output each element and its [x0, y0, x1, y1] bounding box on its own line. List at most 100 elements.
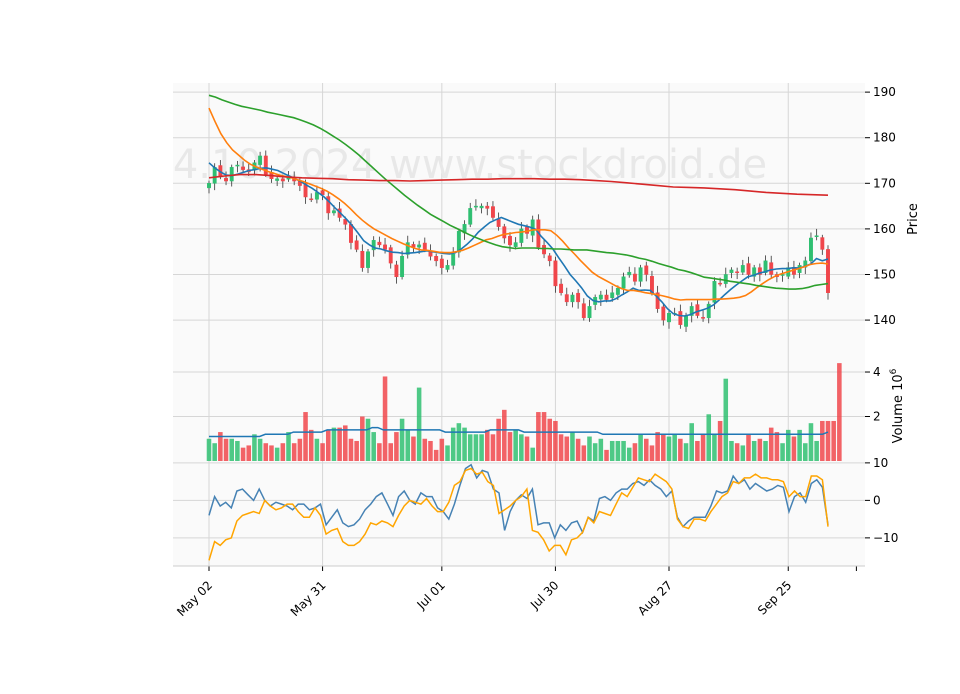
candle-body — [439, 258, 444, 268]
volume-bar — [621, 440, 626, 461]
candle-body — [723, 274, 728, 284]
moving-average-line — [208, 94, 829, 290]
volume-bar — [280, 443, 286, 461]
candle-body — [752, 267, 757, 277]
volume-bar — [831, 420, 836, 461]
candle-body — [309, 198, 314, 201]
candle-body — [701, 317, 706, 319]
x-tick-label: Sep 25 — [755, 578, 794, 617]
oscillator-panel — [208, 463, 829, 561]
volume-bar — [655, 432, 660, 461]
candle-body — [621, 276, 626, 289]
candle-body — [468, 208, 473, 225]
candle-body — [763, 260, 768, 273]
candle-body — [490, 206, 495, 218]
candle-body — [615, 287, 620, 295]
volume-bar — [785, 429, 791, 461]
candle-body — [712, 281, 717, 303]
candle-body — [780, 274, 785, 276]
volume-bar — [433, 449, 439, 461]
volume-bar — [706, 414, 712, 461]
volume-bar — [797, 429, 802, 461]
volume-bar — [524, 436, 530, 461]
candle-body — [814, 235, 819, 237]
volume-bar — [644, 438, 649, 461]
moving-average-line — [208, 107, 829, 301]
price-y-tick-label: 150 — [873, 267, 896, 281]
candle-body — [638, 267, 643, 282]
volume-bar — [223, 438, 229, 461]
volume-bar — [325, 429, 331, 461]
candle-body — [275, 178, 280, 181]
candle-body — [667, 312, 671, 323]
candle-body — [746, 263, 751, 275]
candle-body — [207, 183, 211, 189]
volume-bar — [729, 440, 734, 461]
candle-body — [343, 219, 348, 225]
volume-y-tick-label: 4 — [873, 365, 881, 379]
candle-body — [769, 262, 774, 275]
volume-bar — [598, 438, 604, 461]
volume-panel — [206, 363, 842, 461]
volume-bar — [723, 378, 729, 461]
volume-bar — [496, 418, 501, 461]
oscillator-line — [208, 467, 829, 561]
candle-body — [235, 164, 240, 167]
candle-body — [417, 244, 422, 248]
volume-bar — [274, 447, 280, 461]
candle-body — [360, 250, 365, 268]
candle-body — [587, 306, 592, 319]
volume-bar — [416, 387, 422, 461]
volume-bar — [774, 432, 780, 461]
candle-body — [684, 315, 688, 327]
candle-body — [689, 306, 694, 316]
volume-bar — [269, 445, 274, 461]
candle-body — [542, 245, 547, 255]
candle-body — [371, 240, 376, 251]
candle-body — [331, 210, 336, 214]
volume-bar — [297, 438, 303, 461]
volume-bar — [689, 423, 694, 461]
volume-bar — [553, 420, 558, 461]
candle-body — [553, 260, 558, 287]
volume-axis-label-exponent: 6 — [889, 368, 899, 374]
volume-bar — [513, 429, 518, 461]
volume-bar — [814, 440, 819, 461]
volume-bar — [672, 434, 677, 461]
volume-bar — [638, 434, 643, 461]
volume-bar — [547, 418, 553, 461]
candle-body — [400, 256, 405, 278]
volume-y-tick-label: 2 — [873, 410, 881, 424]
volume-bar — [354, 440, 359, 461]
oscillator-panel-bg — [173, 461, 865, 566]
volume-bar — [632, 443, 638, 461]
candle-body — [610, 292, 615, 298]
volume-bar — [604, 449, 609, 461]
volume-bar — [348, 438, 354, 461]
candle-body — [576, 292, 581, 303]
volume-bar — [462, 427, 467, 461]
moving-average-line — [208, 173, 829, 196]
volume-bar — [570, 432, 575, 461]
volume-bar — [246, 445, 252, 461]
price-y-tick-label: 160 — [873, 222, 896, 236]
price-y-tick-label: 140 — [873, 313, 896, 327]
volume-bar — [661, 434, 666, 461]
candle-body — [394, 264, 399, 278]
x-tick-label: May 31 — [288, 578, 329, 619]
volume-bar — [411, 436, 416, 461]
volume-bar — [587, 436, 592, 461]
volume-bar — [609, 440, 615, 461]
volume-bar — [206, 438, 212, 461]
volume-bar — [666, 436, 672, 461]
volume-bar — [717, 420, 723, 461]
candle-body — [422, 242, 427, 250]
candle-body — [627, 271, 632, 276]
volume-bar — [734, 443, 740, 461]
volume-bar — [229, 438, 234, 461]
volume-bar — [235, 440, 240, 461]
volume-bar — [683, 443, 689, 461]
price-y-tick-label: 190 — [873, 85, 896, 99]
candle-body — [740, 265, 745, 273]
candle-body — [564, 294, 569, 303]
